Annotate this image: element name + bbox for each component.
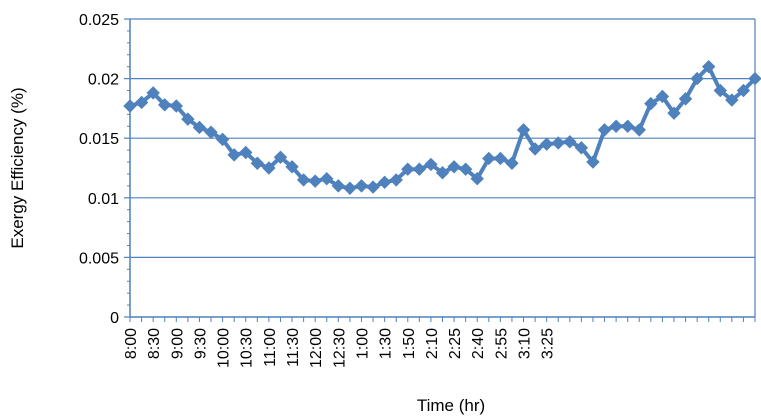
x-tick-label: 8:30 xyxy=(146,328,163,359)
data-point-marker xyxy=(424,157,438,172)
data-point-marker xyxy=(447,160,461,174)
x-tick-labels: 8:00 8:30 9:00 9:30 10:00 10:30 11:00 11:30 12:0… xyxy=(123,328,557,368)
data-point-marker xyxy=(574,141,589,155)
data-point-marker xyxy=(204,125,218,139)
data-point-marker xyxy=(320,172,334,186)
data-point-marker xyxy=(736,83,751,98)
y-tick-labels: 0 0.005 0.01 0.015 0.02 0.025 xyxy=(79,12,119,327)
data-point-marker xyxy=(586,155,600,169)
x-tick-label: 3:25 xyxy=(540,328,557,359)
data-point-marker xyxy=(482,151,496,166)
data-point-marker xyxy=(285,160,299,174)
data-point-marker xyxy=(181,112,195,126)
data-point-marker xyxy=(493,151,508,166)
data-point-marker xyxy=(239,145,253,160)
data-point-marker xyxy=(678,92,693,106)
data-point-marker xyxy=(644,96,658,111)
data-point-marker xyxy=(701,59,716,74)
x-tick-label: 12:00 xyxy=(308,328,325,368)
data-point-marker xyxy=(343,181,357,195)
data-point-marker xyxy=(308,174,322,188)
data-point-marker xyxy=(713,83,727,98)
data-point-marker xyxy=(435,166,450,180)
x-tick-label: 11:00 xyxy=(262,328,279,367)
data-point-marker xyxy=(192,120,207,135)
data-point-marker xyxy=(389,173,403,187)
data-point-marker xyxy=(377,175,392,190)
data-point-marker xyxy=(690,71,704,86)
y-axis-title: Exergy Efficiency (%) xyxy=(8,87,27,248)
x-tick-label: 2:55 xyxy=(493,328,510,359)
data-point-marker xyxy=(528,142,542,156)
x-tick-label: 12:30 xyxy=(331,328,348,368)
axes xyxy=(124,18,756,322)
x-tick-label: 1:00 xyxy=(354,328,371,359)
x-tick-label: 11:30 xyxy=(285,328,302,367)
x-tick-label: 10:30 xyxy=(239,328,256,368)
data-point-marker xyxy=(470,172,484,186)
data-point-marker xyxy=(539,137,554,151)
data-point-marker xyxy=(366,180,380,194)
data-point-marker xyxy=(597,123,612,137)
data-point-marker xyxy=(331,179,346,193)
x-tick-label: 10:00 xyxy=(216,328,233,368)
x-axis-title: Time (hr) xyxy=(417,396,485,415)
data-point-marker xyxy=(262,161,276,175)
x-tick-label: 8:00 xyxy=(123,328,140,359)
data-point-marker xyxy=(158,98,172,112)
data-point-marker xyxy=(169,99,184,113)
data-point-marker xyxy=(146,86,160,100)
y-tick-label: 0.015 xyxy=(79,131,119,148)
data-point-marker xyxy=(632,123,646,137)
gridlines xyxy=(130,18,755,258)
data-point-marker xyxy=(412,162,427,176)
data-point-marker xyxy=(516,123,531,137)
y-tick-label: 0.025 xyxy=(79,12,119,29)
data-point-marker xyxy=(458,162,473,176)
data-point-marker xyxy=(227,148,241,162)
x-tick-label: 9:00 xyxy=(169,328,186,359)
data-point-marker xyxy=(296,173,311,187)
data-point-marker xyxy=(250,156,265,170)
data-point-marker xyxy=(401,162,415,176)
data-point-marker xyxy=(215,132,230,147)
x-tick-label: 2:40 xyxy=(470,328,487,359)
x-tick-label: 2:25 xyxy=(447,328,464,359)
data-point-marker xyxy=(667,106,681,120)
data-point-marker xyxy=(354,179,369,193)
y-tick-label: 0.01 xyxy=(88,191,119,208)
data-point-marker xyxy=(748,71,761,86)
data-point-marker xyxy=(123,99,137,113)
y-tick-label: 0.02 xyxy=(88,72,119,89)
data-point-marker xyxy=(655,89,670,104)
x-tick-label: 1:50 xyxy=(401,328,418,359)
x-tick-label: 3:10 xyxy=(517,328,534,359)
data-point-marker xyxy=(505,156,519,170)
y-tick-label: 0 xyxy=(110,310,119,327)
y-tick-label: 0.005 xyxy=(79,250,119,267)
data-point-marker xyxy=(609,119,623,133)
data-point-marker xyxy=(134,95,149,110)
x-tick-label: 2:10 xyxy=(424,328,441,359)
data-point-marker xyxy=(620,119,635,133)
x-tick-label: 1:30 xyxy=(378,328,395,359)
data-point-marker xyxy=(725,93,739,107)
x-tick-label: 9:30 xyxy=(192,328,209,359)
data-point-marker xyxy=(273,150,288,164)
data-point-marker xyxy=(551,136,565,150)
data-point-marker xyxy=(563,135,577,149)
series-layer xyxy=(123,59,761,195)
